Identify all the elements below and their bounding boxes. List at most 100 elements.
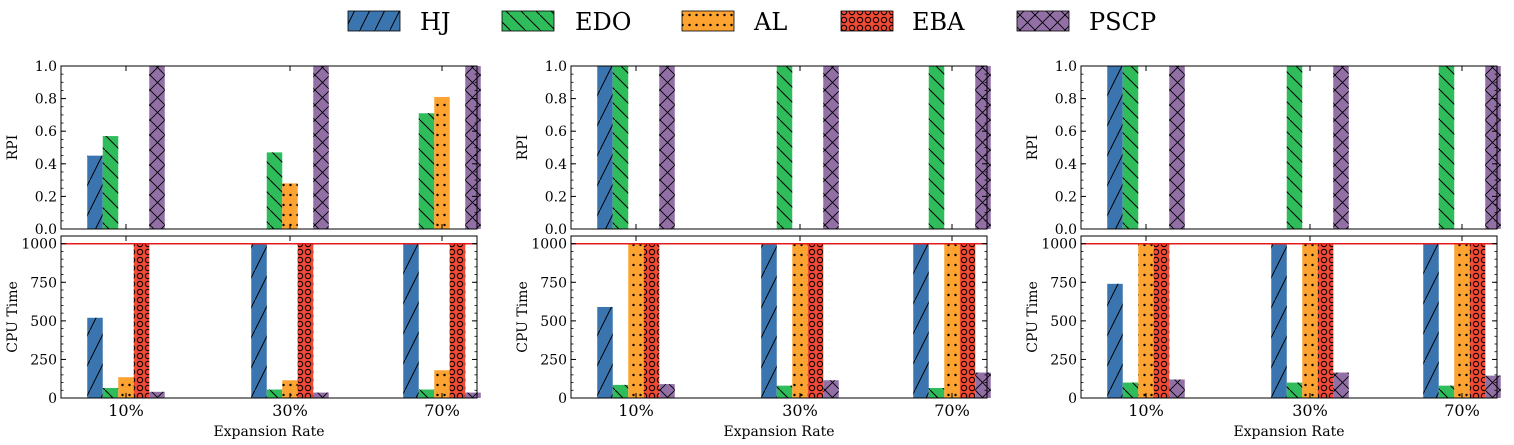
y-axis-label-rpi: RPI [5,135,21,161]
bar-edo-10 [102,136,119,229]
bar-edo-10 [1122,382,1139,398]
bar-pscp-70 [465,66,481,229]
legend-entry-pscp: PSCP [1016,8,1156,36]
bar-hatch [612,66,629,229]
bar-hatch [913,243,929,398]
y-tick-label: 0.8 [545,92,567,108]
bar-pscp-30 [1333,66,1349,229]
bar-hatch [1438,385,1455,398]
bar-hatch [418,389,435,398]
bar-hatch [1438,66,1455,229]
bar-hatch [1485,375,1501,398]
bar-al-10 [1138,243,1154,398]
bar-hatch [597,306,613,398]
bar-hatch [975,66,991,229]
axes-frame [570,235,988,399]
legend-label-edo: EDO [575,8,631,36]
bar-hatch [823,380,839,398]
bar-al-30 [282,183,298,229]
x-tick-label-10: 10% [618,401,654,420]
bar-hj-70 [403,243,419,398]
bar-hatch [823,66,839,229]
bar-hatch [313,66,329,229]
bar-hatch [87,317,103,398]
bar-pscp-10 [659,66,675,229]
bar-hj-30 [1271,243,1287,398]
bar-hatch [807,243,824,398]
legend-label-eba: EBA [912,8,965,36]
bar-edo-70 [928,66,945,229]
bar-edo-70 [1438,385,1455,398]
y-tick-label: 250 [30,352,57,368]
bar-hatch [944,243,960,398]
bar-pscp-10 [659,384,675,398]
x-tick-label-70: 70% [934,401,970,420]
bar-hatch [659,384,675,398]
legend-entry-edo: EDO [501,8,631,36]
bar-edo-30 [1286,382,1303,398]
y-tick-label: 0.4 [545,157,567,173]
bar-hatch [465,392,481,398]
bar-edo-30 [266,389,283,398]
bar-pscp-70 [1485,375,1501,398]
legend-label-al: AL [753,8,787,36]
bar-al-70 [434,370,450,398]
bar-hatch [102,136,119,229]
bar-hatch [434,370,450,398]
bar-eba-10 [1153,243,1170,398]
bar-pscp-70 [975,372,991,398]
bar-hatch [1286,382,1303,398]
bar-hatch [597,66,613,229]
bar-hatch [1122,382,1139,398]
y-tick-label: 750 [1050,275,1077,291]
y-tick-label: 0.2 [1055,189,1077,205]
bar-hatch [761,243,777,398]
bar-al-70 [434,96,450,229]
bar-hatch [149,391,165,398]
bar-hatch [928,66,945,229]
cpu-time-subplot: 0 250 500 750 1000 CPU Time [515,235,991,407]
y-tick-label: 1.0 [545,59,567,75]
bar-eba-30 [1317,243,1334,398]
bar-hatch [266,152,283,229]
bar-pscp-30 [823,66,839,229]
y-tick-label: 250 [1050,352,1077,368]
bar-hatch [975,372,991,398]
bar-hj-10 [597,306,613,398]
bar-hatch [1271,243,1287,398]
cpu-time-subplot: 0 250 500 750 1000 CPU Time [1025,235,1501,407]
bar-hatch [628,243,644,398]
bar-edo-10 [1122,66,1139,229]
legend-label-pscp: PSCP [1089,8,1156,36]
bar-hj-30 [251,243,267,398]
bar-al-10 [628,243,644,398]
y-tick-label: 1.0 [35,59,57,75]
bar-hatch [266,389,283,398]
bar-hatch [1107,66,1123,229]
bar-pscp-30 [823,380,839,398]
y-tick-label: 1000 [531,237,567,253]
panel-2: 0.0 0.2 0.4 0.6 0.8 1.0 RPI 0 250 500 750 1000 CPU T… [515,59,991,440]
y-axis-label-cpu-time: CPU Time [515,281,531,353]
y-tick-label: 750 [30,275,57,291]
bar-hatch [659,66,675,229]
bar-edo-30 [776,66,793,229]
bar-eba-30 [297,243,314,398]
bar-hatch [1454,243,1470,398]
bar-pscp-30 [313,392,329,398]
bar-pscp-30 [1333,372,1349,398]
rpi-subplot: 0.0 0.2 0.4 0.6 0.8 1.0 RPI [515,59,991,238]
bar-eba-70 [1469,243,1486,398]
y-tick-label: 0.2 [35,189,57,205]
bar-edo-30 [776,385,793,398]
bar-eba-10 [133,243,150,398]
bar-pscp-10 [1169,379,1185,398]
panels: 0.0 0.2 0.4 0.6 0.8 1.0 RPI 0 250 500 750 1000 CPU T… [5,59,1501,440]
bar-hatch [776,66,793,229]
bar-hatch [792,243,808,398]
panel-3: 0.0 0.2 0.4 0.6 0.8 1.0 RPI 0 250 500 750 1000 CPU T… [1025,59,1501,440]
bar-hj-10 [597,66,613,229]
bar-eba-70 [449,243,466,398]
legend-swatch-hatch-al [681,10,735,32]
x-tick-label-30: 30% [1292,401,1328,420]
